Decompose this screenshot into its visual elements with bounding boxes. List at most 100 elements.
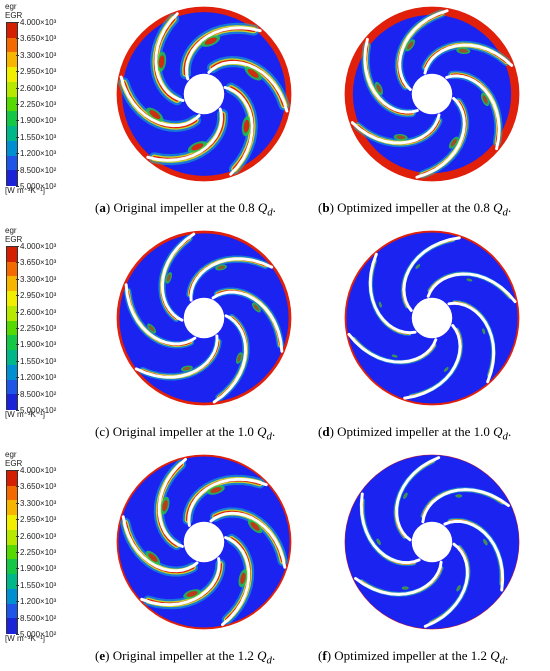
caption-f: (f) Optimized impeller at the 1.2 Qd. bbox=[318, 648, 509, 667]
caption-d: (d) Optimized impeller at the 1.0 Qd. bbox=[318, 424, 512, 443]
legend-tick-label: 2.950×10³ bbox=[15, 291, 57, 301]
legend-tick-label: 1.900×10³ bbox=[15, 116, 57, 126]
hotspot-contour bbox=[482, 95, 488, 104]
blade bbox=[207, 60, 289, 113]
legend-swatch bbox=[7, 67, 17, 83]
hotspot-contour bbox=[253, 304, 260, 311]
legend-swatch bbox=[7, 544, 17, 561]
hotspot-contour bbox=[401, 586, 409, 590]
blade bbox=[423, 542, 469, 628]
blade bbox=[347, 332, 438, 364]
hotspot-contour bbox=[483, 540, 487, 545]
hotspot-contour bbox=[456, 585, 461, 592]
legend-swatch bbox=[7, 515, 17, 531]
legend-swatch bbox=[7, 276, 17, 292]
hotspot-contour bbox=[407, 41, 414, 50]
hotspot-contour bbox=[403, 492, 408, 499]
blade bbox=[423, 43, 514, 75]
blade bbox=[402, 236, 461, 312]
hotspot-contour bbox=[444, 367, 448, 371]
legend-swatch bbox=[7, 126, 17, 142]
hotspot-contour bbox=[392, 355, 397, 358]
hotspot-contour bbox=[415, 264, 421, 269]
legend-swatch bbox=[7, 574, 17, 590]
hotspot-contour bbox=[240, 572, 246, 585]
blade bbox=[154, 12, 185, 103]
color-legend: egr EGR 4.000×10³ 3.650×10³ 3.300×10³ 2.950… bbox=[2, 224, 97, 447]
legend-variable-caps: EGR bbox=[5, 235, 23, 244]
color-legend: egr EGR 4.000×10³ 3.650×10³ 3.300×10³ 2.950… bbox=[2, 448, 97, 671]
hotspot-contour bbox=[243, 119, 250, 133]
hotspot-contour bbox=[204, 37, 217, 45]
hotspot-contour bbox=[377, 539, 381, 544]
hotspot-contour bbox=[456, 494, 461, 497]
legend-tick-label: 3.650×10³ bbox=[15, 258, 57, 268]
legend-variable-caps: EGR bbox=[5, 11, 23, 20]
legend-swatch bbox=[7, 261, 17, 278]
figure-row-3: egr EGR 4.000×10³ 3.650×10³ 3.300×10³ 2.950… bbox=[0, 448, 550, 671]
hotspot-contour bbox=[237, 354, 242, 362]
legend-tick-label: 8.500×10² bbox=[15, 389, 57, 399]
hotspot-contour bbox=[158, 55, 165, 69]
blade bbox=[445, 74, 501, 151]
hotspot-contour bbox=[443, 367, 449, 372]
blade bbox=[221, 536, 251, 627]
legend-swatch bbox=[7, 485, 17, 502]
legend-variable: egr bbox=[5, 2, 17, 11]
blade bbox=[223, 85, 254, 176]
hotspot-contour bbox=[455, 494, 463, 498]
hotspot-contour bbox=[450, 138, 457, 147]
blade bbox=[368, 252, 417, 335]
legend-tick-label: 2.600×10³ bbox=[15, 531, 57, 541]
blade bbox=[189, 257, 274, 302]
legend-tick-label: 1.900×10³ bbox=[15, 564, 57, 574]
legend-swatch bbox=[7, 37, 17, 54]
legend-tick-label: 3.300×10³ bbox=[15, 274, 57, 284]
hotspot-contour bbox=[378, 301, 382, 308]
legend-tick-label: 5.000×10² bbox=[15, 630, 57, 639]
legend-swatch bbox=[7, 320, 17, 337]
hotspot-contour bbox=[217, 265, 225, 270]
figure-row-1: egr EGR 4.000×10³ 3.650×10³ 3.300×10³ 2.950… bbox=[0, 0, 550, 223]
legend-tick-label: 1.900×10³ bbox=[15, 340, 57, 350]
legend-swatch bbox=[7, 247, 17, 263]
hotspot-contour bbox=[482, 329, 485, 334]
hotspot-contour bbox=[186, 591, 198, 597]
legend-tick-label: 2.250×10³ bbox=[15, 548, 57, 557]
blade bbox=[119, 75, 201, 128]
legend-tick-label: 5.000×10² bbox=[15, 406, 57, 415]
legend-unit: [W m⁻³K⁻¹] bbox=[5, 410, 45, 419]
blade bbox=[398, 9, 449, 92]
hub-hole bbox=[411, 297, 453, 339]
legend-swatch bbox=[7, 111, 17, 127]
legend-tick-label: 8.500×10² bbox=[15, 613, 57, 623]
legend-tick-label: 1.550×10³ bbox=[15, 580, 57, 590]
hub-hole bbox=[411, 73, 453, 115]
legend-swatch bbox=[7, 559, 17, 575]
legend-swatch bbox=[7, 379, 17, 396]
hotspot-contour bbox=[166, 274, 171, 282]
blade bbox=[443, 519, 505, 592]
hotspot-contour bbox=[416, 265, 420, 269]
legend-swatch bbox=[7, 588, 17, 605]
legend-tick-label: 3.300×10³ bbox=[15, 498, 57, 508]
legend-variable-caps: EGR bbox=[5, 459, 23, 468]
blade bbox=[211, 290, 284, 353]
hotspot-contour bbox=[191, 143, 204, 151]
hotspot-contour bbox=[149, 110, 161, 120]
legend-swatch bbox=[7, 394, 17, 410]
legend-tick-label: 3.300×10³ bbox=[15, 50, 57, 60]
blade bbox=[121, 515, 199, 573]
blade bbox=[403, 324, 462, 400]
blade bbox=[209, 511, 287, 569]
legend-tick-label: 1.550×10³ bbox=[15, 356, 57, 366]
caption-c: (c) Original impeller at the 1.0 Qd. bbox=[95, 424, 276, 443]
hotspot-contour bbox=[482, 328, 486, 335]
legend-swatch bbox=[7, 155, 17, 172]
blade bbox=[359, 492, 421, 565]
caption-b: (b) Optimized impeller at the 0.8 Qd. bbox=[318, 200, 512, 219]
blade bbox=[447, 301, 496, 384]
legend-swatch bbox=[7, 81, 17, 98]
blade bbox=[160, 232, 196, 322]
hotspot-contour bbox=[247, 68, 259, 78]
